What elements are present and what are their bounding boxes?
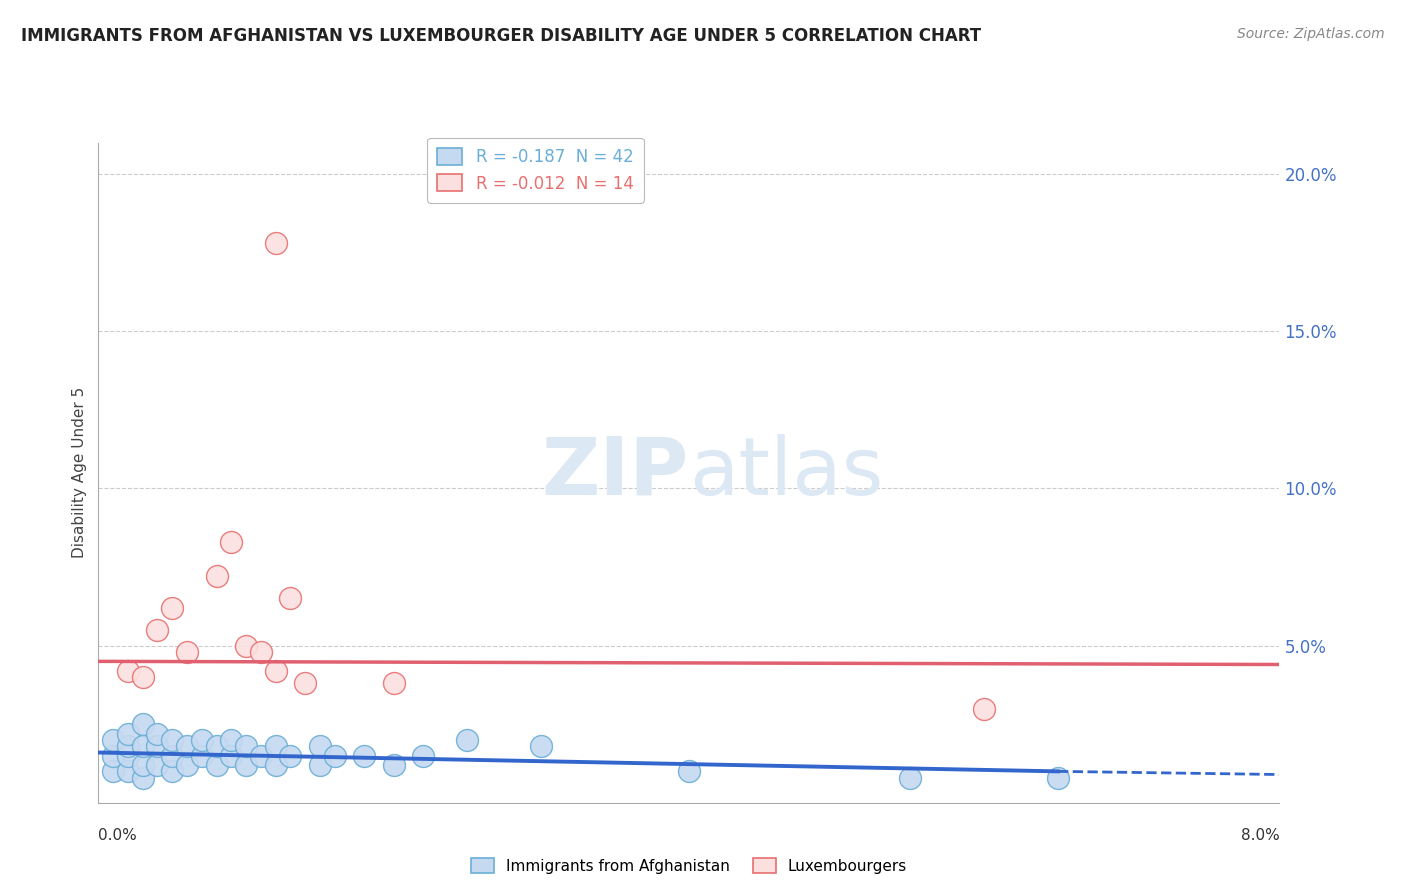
Point <box>1046 771 1069 785</box>
Point <box>308 758 332 772</box>
Point <box>176 739 198 754</box>
Point <box>117 664 139 678</box>
Point <box>456 733 478 747</box>
Text: 8.0%: 8.0% <box>1240 828 1279 843</box>
Point <box>162 733 183 747</box>
Point <box>205 758 228 772</box>
Point <box>219 733 242 747</box>
Point <box>353 748 375 763</box>
Point <box>250 748 273 763</box>
Y-axis label: Disability Age Under 5: Disability Age Under 5 <box>72 387 87 558</box>
Point <box>146 739 169 754</box>
Point <box>278 748 302 763</box>
Text: 0.0%: 0.0% <box>98 828 138 843</box>
Point <box>191 748 214 763</box>
Point <box>235 758 257 772</box>
Text: atlas: atlas <box>689 434 883 512</box>
Legend: Immigrants from Afghanistan, Luxembourgers: Immigrants from Afghanistan, Luxembourge… <box>464 852 914 880</box>
Point <box>264 739 287 754</box>
Point <box>162 748 183 763</box>
Point <box>162 601 183 615</box>
Point <box>900 771 922 785</box>
Point <box>530 739 553 754</box>
Point <box>219 535 242 549</box>
Point <box>264 236 287 251</box>
Point <box>146 623 169 637</box>
Text: IMMIGRANTS FROM AFGHANISTAN VS LUXEMBOURGER DISABILITY AGE UNDER 5 CORRELATION C: IMMIGRANTS FROM AFGHANISTAN VS LUXEMBOUR… <box>21 27 981 45</box>
Point <box>132 670 155 684</box>
Point <box>176 645 198 659</box>
Point <box>146 726 169 740</box>
Point <box>264 758 287 772</box>
Point <box>132 717 155 731</box>
Text: ZIP: ZIP <box>541 434 689 512</box>
Point <box>264 664 287 678</box>
Legend: R = -0.187  N = 42, R = -0.012  N = 14: R = -0.187 N = 42, R = -0.012 N = 14 <box>427 138 644 202</box>
Point <box>294 676 316 690</box>
Point <box>219 748 242 763</box>
Point <box>412 748 434 763</box>
Point <box>176 758 198 772</box>
Point <box>235 639 257 653</box>
Point <box>323 748 346 763</box>
Point <box>382 676 405 690</box>
Point <box>308 739 332 754</box>
Point <box>162 764 183 779</box>
Point <box>132 771 155 785</box>
Point <box>235 739 257 754</box>
Point <box>132 758 155 772</box>
Point <box>678 764 700 779</box>
Text: Source: ZipAtlas.com: Source: ZipAtlas.com <box>1237 27 1385 41</box>
Point <box>103 748 125 763</box>
Point <box>205 569 228 583</box>
Point <box>973 701 995 715</box>
Point <box>117 748 139 763</box>
Point <box>117 764 139 779</box>
Point <box>132 739 155 754</box>
Point <box>103 733 125 747</box>
Point <box>250 645 273 659</box>
Point <box>103 764 125 779</box>
Point <box>146 758 169 772</box>
Point <box>205 739 228 754</box>
Point <box>382 758 405 772</box>
Point <box>278 591 302 606</box>
Point <box>117 739 139 754</box>
Point <box>117 726 139 740</box>
Point <box>191 733 214 747</box>
